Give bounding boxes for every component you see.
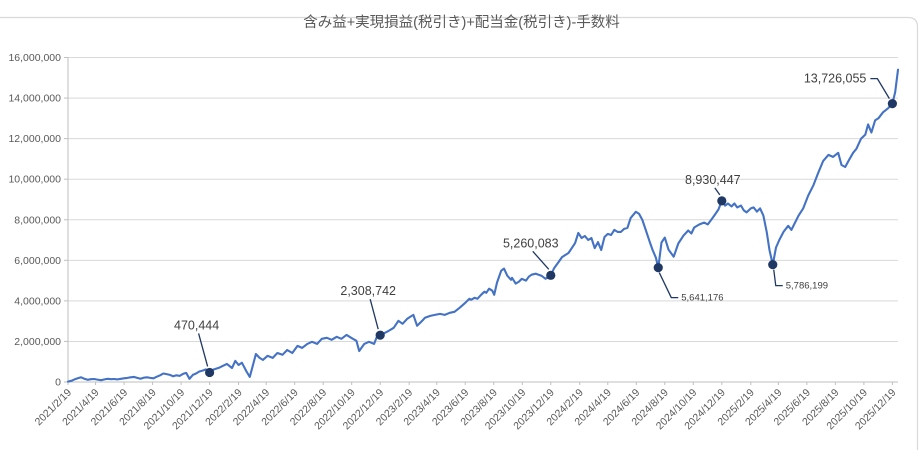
y-tick-label: 6,000,000: [14, 255, 61, 267]
data-marker[interactable]: [768, 260, 778, 270]
annotation-label[interactable]: 8,930,447: [685, 173, 741, 187]
annotation-leader: [714, 187, 721, 196]
y-tick-label: 14,000,000: [8, 93, 61, 105]
annotation-label[interactable]: 470,444: [174, 318, 219, 332]
annotation-leader: [532, 250, 550, 270]
chart-title[interactable]: 含み益+実現損益(税引き)+配当金(税引き)-手数料: [303, 15, 620, 31]
chart-border: [0, 16, 919, 450]
annotation-leader: [197, 333, 209, 367]
annotation-label[interactable]: 5,641,176: [681, 293, 723, 304]
data-marker[interactable]: [887, 99, 897, 109]
y-tick-label: 2,000,000: [14, 336, 61, 348]
y-tick-label: 0: [55, 377, 61, 389]
annotation-label[interactable]: 5,260,083: [503, 236, 559, 250]
annotation-label[interactable]: 13,726,055: [804, 72, 867, 86]
data-marker[interactable]: [546, 270, 556, 280]
annotation-leader: [773, 269, 783, 287]
y-tick-label: 16,000,000: [8, 52, 61, 64]
annotation-label[interactable]: 5,786,199: [786, 281, 828, 292]
y-tick-label: 4,000,000: [14, 295, 61, 307]
y-tick-label: 12,000,000: [8, 133, 61, 145]
y-tick-label: 8,000,000: [14, 214, 61, 226]
annotation-label[interactable]: 2,308,742: [340, 284, 396, 298]
annotation-leader: [369, 299, 379, 330]
data-marker[interactable]: [653, 262, 663, 273]
series-line[interactable]: [66, 68, 900, 383]
data-marker[interactable]: [205, 367, 215, 378]
data-marker[interactable]: [375, 330, 385, 340]
y-tick-label: 10,000,000: [8, 174, 61, 186]
annotation-leader: [658, 272, 679, 299]
data-marker[interactable]: [717, 196, 727, 206]
annotation-leader: [870, 77, 890, 99]
